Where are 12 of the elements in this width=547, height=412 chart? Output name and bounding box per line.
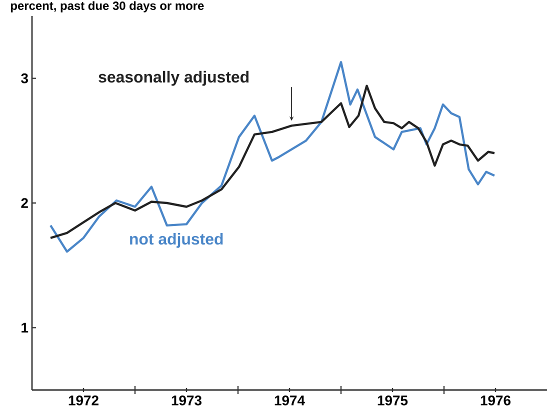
x-tick-label: 1974 — [274, 396, 305, 406]
y-tick-label: 3 — [21, 73, 28, 84]
x-tick-label: 1975 — [378, 396, 408, 406]
y-tick-label: 1 — [22, 322, 28, 332]
x-tick-label: 1972 — [68, 396, 98, 406]
line-series — [49, 61, 496, 253]
x-tick-label: 1973 — [172, 396, 202, 406]
chart-title: percent, past due 30 days or more — [10, 1, 204, 12]
text: seasonally adjusted — [98, 70, 249, 86]
y-tick-label: 2 — [21, 198, 28, 208]
series-label: not adjusted — [130, 232, 223, 248]
x-tick-label: 1976 — [480, 396, 511, 406]
